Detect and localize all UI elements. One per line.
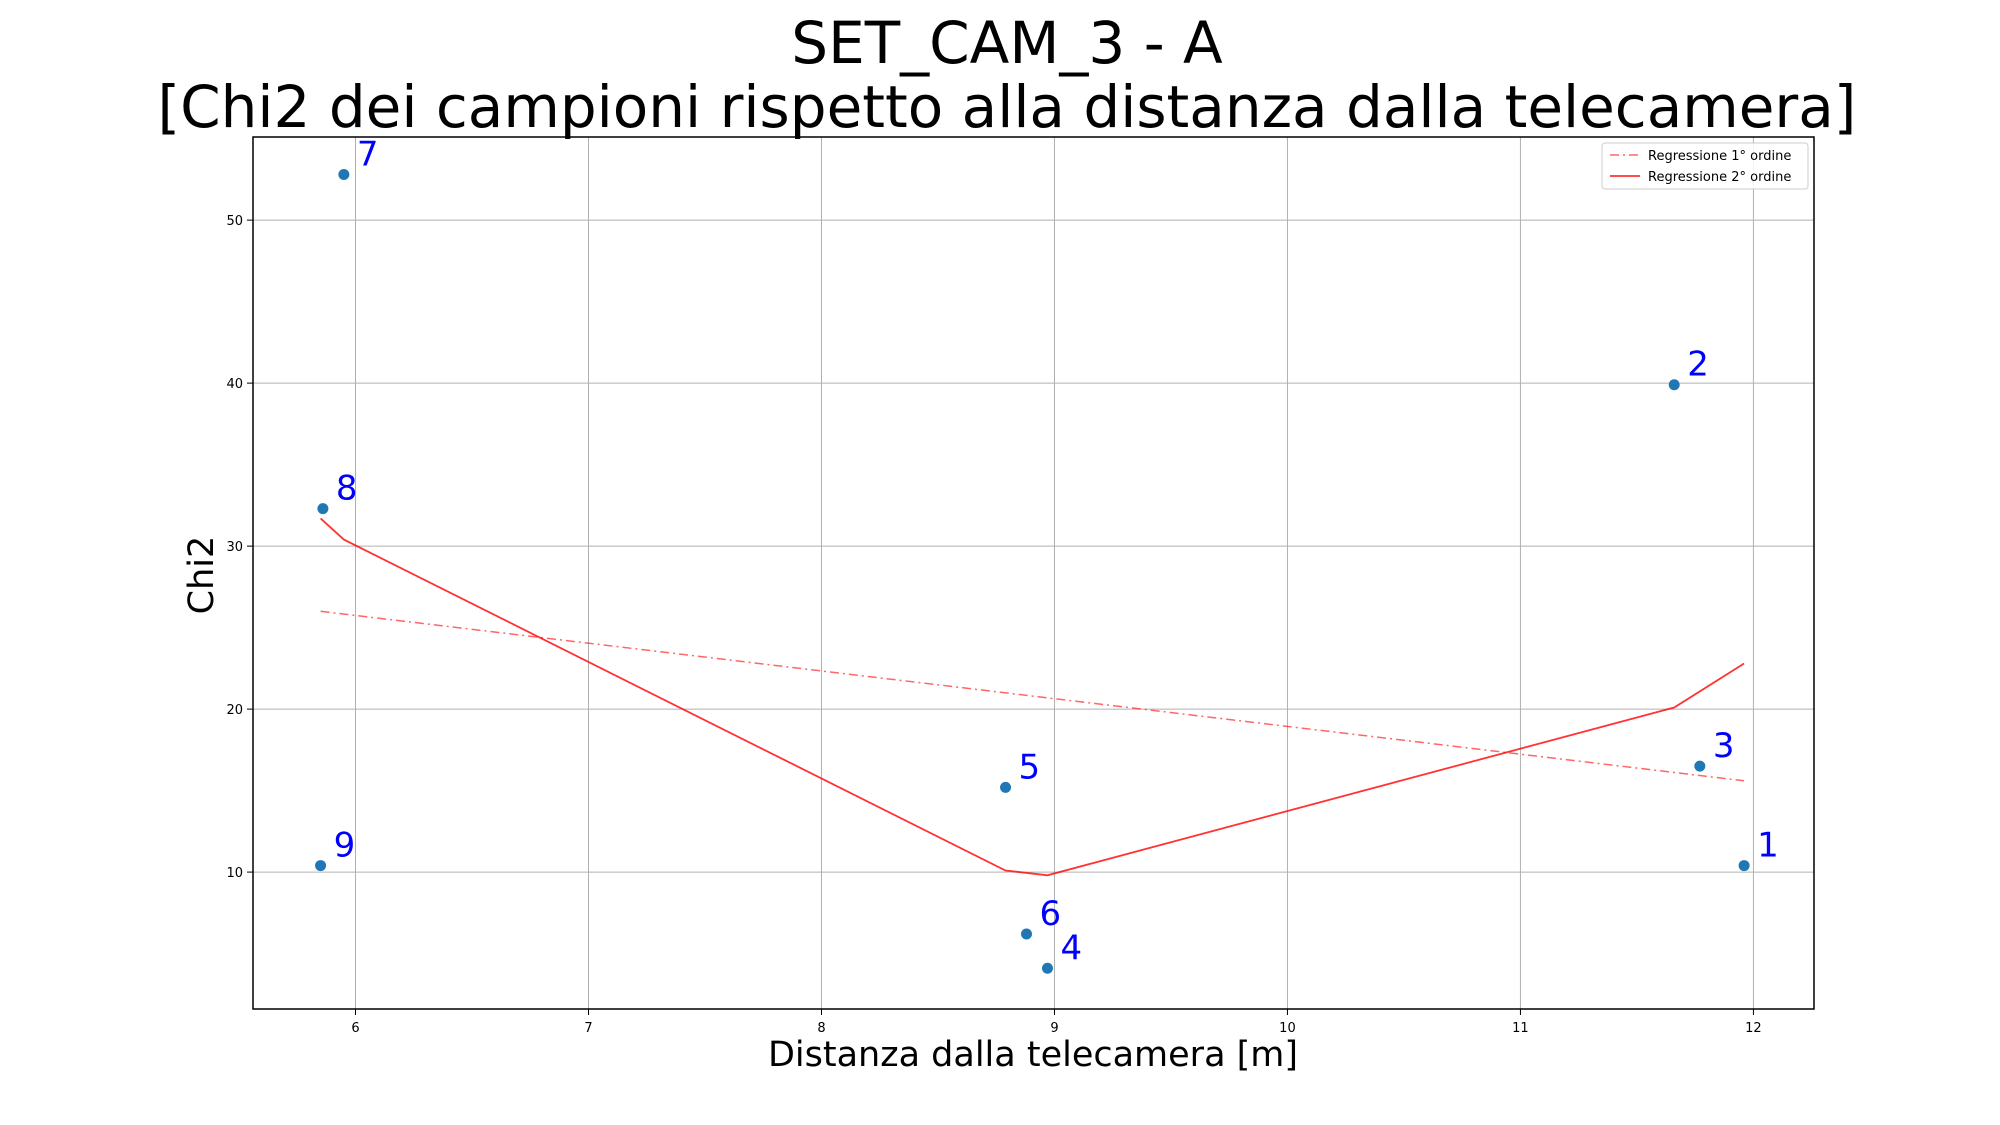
y-tick-label: 50 — [226, 214, 243, 229]
point-label-6: 6 — [1040, 894, 1062, 934]
axis-ticks: 6 7 8 9 10 11 12 10 20 30 40 50 — [226, 214, 1761, 1036]
x-tick-label: 7 — [584, 1021, 592, 1036]
scatter-point-9 — [315, 860, 327, 872]
scatter-point-8 — [317, 503, 329, 515]
scatter-point-5 — [1000, 781, 1012, 793]
point-label-3: 3 — [1713, 726, 1735, 766]
scatter-point-1 — [1738, 860, 1750, 872]
series-layer — [319, 517, 1745, 877]
legend-label-regression-1: Regressione 1° ordine — [1648, 149, 1791, 164]
x-axis-label: Distanza dalla telecamera [m] — [768, 1035, 1298, 1075]
chart-title-line2: [Chi2 dei campioni rispetto alla distanz… — [158, 73, 1857, 141]
point-label-1: 1 — [1757, 826, 1779, 866]
chart-title-line1: SET_CAM_3 - A — [791, 9, 1223, 77]
legend-label-regression-2: Regressione 2° ordine — [1648, 170, 1791, 185]
point-label-2: 2 — [1687, 345, 1709, 385]
y-tick-label: 20 — [226, 703, 243, 718]
grid-lines — [253, 137, 1814, 1009]
x-tick-label: 10 — [1279, 1021, 1296, 1036]
scatter-point-7 — [338, 168, 350, 180]
regression-1-line — [320, 610, 1745, 782]
x-tick-label: 11 — [1512, 1021, 1529, 1036]
regression-2-line — [319, 517, 1745, 877]
point-label-4: 4 — [1060, 928, 1082, 968]
x-tick-label: 12 — [1745, 1021, 1762, 1036]
scatter-point-2 — [1668, 379, 1680, 391]
x-tick-label: 8 — [817, 1021, 825, 1036]
scatter-point-4 — [1041, 962, 1053, 974]
point-label-8: 8 — [336, 469, 358, 509]
x-tick-label: 9 — [1050, 1021, 1058, 1036]
y-tick-label: 10 — [226, 866, 243, 881]
x-tick-label: 6 — [351, 1021, 359, 1036]
scatter-point-3 — [1694, 760, 1706, 772]
legend: Regressione 1° ordine Regressione 2° ord… — [1601, 142, 1809, 190]
y-axis-label: Chi2 — [182, 536, 222, 615]
scatter-points: 1 2 3 4 5 6 7 8 9 — [315, 134, 1779, 974]
point-label-9: 9 — [334, 826, 356, 866]
y-tick-label: 30 — [226, 540, 243, 555]
point-label-5: 5 — [1019, 747, 1041, 787]
legend-box — [1601, 142, 1809, 190]
scatter-point-6 — [1021, 928, 1033, 940]
y-tick-label: 40 — [226, 377, 243, 392]
point-label-7: 7 — [357, 134, 379, 174]
plot-frame — [252, 136, 1815, 1010]
